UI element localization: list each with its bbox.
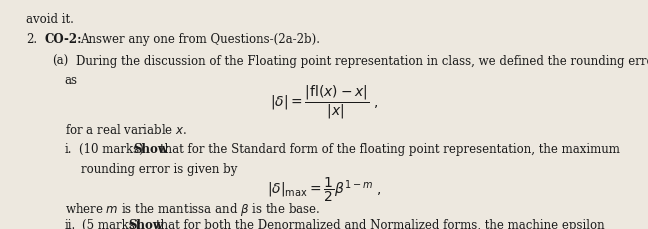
- Text: rounding error is given by: rounding error is given by: [81, 162, 237, 175]
- Text: (5 marks): (5 marks): [82, 218, 139, 229]
- Text: that for the Standard form of the floating point representation, the maximum: that for the Standard form of the floati…: [160, 142, 620, 155]
- Text: Show: Show: [128, 218, 163, 229]
- Text: CO-2:: CO-2:: [44, 33, 82, 46]
- Text: for a real variable $x$.: for a real variable $x$.: [65, 123, 187, 136]
- Text: During the discussion of the Floating point representation in class, we defined : During the discussion of the Floating po…: [76, 55, 648, 68]
- Text: as: as: [65, 74, 78, 87]
- Text: Show: Show: [133, 142, 168, 155]
- Text: avoid it.: avoid it.: [26, 13, 74, 26]
- Text: Answer any one from Questions-(2a-2b).: Answer any one from Questions-(2a-2b).: [80, 33, 319, 46]
- Text: $|\delta|_{\mathrm{max}} = \dfrac{1}{2}\beta^{1-m}\ ,$: $|\delta|_{\mathrm{max}} = \dfrac{1}{2}\…: [267, 174, 381, 203]
- Text: where $m$ is the mantissa and $\beta$ is the base.: where $m$ is the mantissa and $\beta$ is…: [65, 200, 320, 217]
- Text: ii.: ii.: [65, 218, 76, 229]
- Text: i.: i.: [65, 142, 73, 155]
- Text: that for both the Denormalized and Normalized forms, the machine epsilon: that for both the Denormalized and Norma…: [156, 218, 604, 229]
- Text: $|\delta| = \dfrac{|\mathrm{fl}(x) - x|}{|x|}\ ,$: $|\delta| = \dfrac{|\mathrm{fl}(x) - x|}…: [270, 84, 378, 121]
- Text: 2.: 2.: [26, 33, 37, 46]
- Text: (a): (a): [52, 55, 68, 68]
- Text: (10 marks): (10 marks): [79, 142, 144, 155]
